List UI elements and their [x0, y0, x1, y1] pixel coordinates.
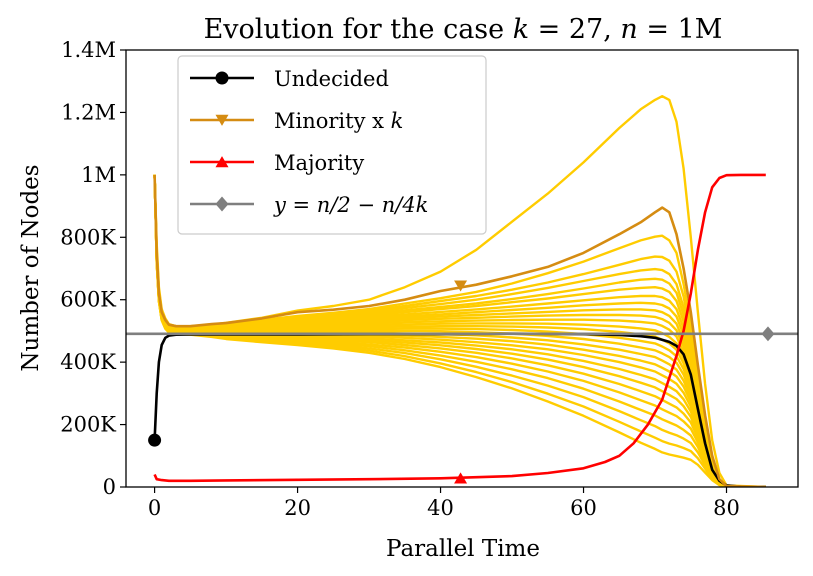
y-tick-label: 1.4M [61, 38, 116, 62]
x-tick-label: 0 [148, 496, 161, 520]
y-axis-label: Number of Nodes [18, 164, 44, 371]
y-tick-label: 600K [60, 288, 116, 312]
threshold-marker [761, 326, 775, 342]
legend-swatch-marker [215, 196, 229, 212]
y-tick-label: 800K [60, 225, 116, 249]
y-tick-label: 1.2M [61, 100, 116, 124]
legend-item: Undecided [190, 67, 389, 91]
legend-item: Majority [190, 151, 364, 175]
x-tick-label: 40 [427, 496, 454, 520]
legend: Undecided Minority x k Majority y = n/2 − n… [177, 55, 487, 235]
majority-line [153, 173, 766, 483]
x-tick-label: 80 [713, 496, 740, 520]
legend-box [177, 55, 487, 235]
legend-label: Minority x k [274, 109, 403, 133]
legend-swatch-marker [215, 114, 229, 126]
undecided-line [153, 332, 766, 487]
chart-title: Evolution for the case k = 27, n = 1M [204, 14, 723, 45]
y-tick-label: 0 [103, 475, 116, 499]
legend-item: y = n/2 − n/4k [190, 193, 428, 217]
undecided-marker [148, 433, 162, 447]
series-markers [148, 280, 775, 484]
majority-marker [454, 472, 468, 484]
x-tick-label: 20 [284, 496, 311, 520]
y-tick-label: 1M [81, 163, 116, 187]
x-axis: 0 20 40 60 80 [148, 487, 740, 520]
y-tick-label: 400K [60, 350, 116, 374]
plot-area [125, 49, 799, 488]
legend-label: y = n/2 − n/4k [273, 193, 428, 217]
legend-item: Minority x k [190, 109, 403, 133]
minority-marker [454, 280, 468, 292]
y-axis: 0 200K 400K 600K 800K 1M 1.2M 1.4M [60, 38, 126, 499]
legend-label: Majority [274, 151, 364, 175]
plot-lines [126, 95, 798, 487]
x-tick-label: 60 [570, 496, 597, 520]
x-axis-label: Parallel Time [386, 536, 540, 562]
plot-frame [125, 49, 799, 488]
legend-label: Undecided [274, 67, 389, 91]
legend-swatch-marker [215, 71, 229, 85]
minority-line [153, 174, 766, 487]
legend-swatch-marker [215, 156, 229, 168]
y-tick-label: 200K [60, 413, 116, 437]
